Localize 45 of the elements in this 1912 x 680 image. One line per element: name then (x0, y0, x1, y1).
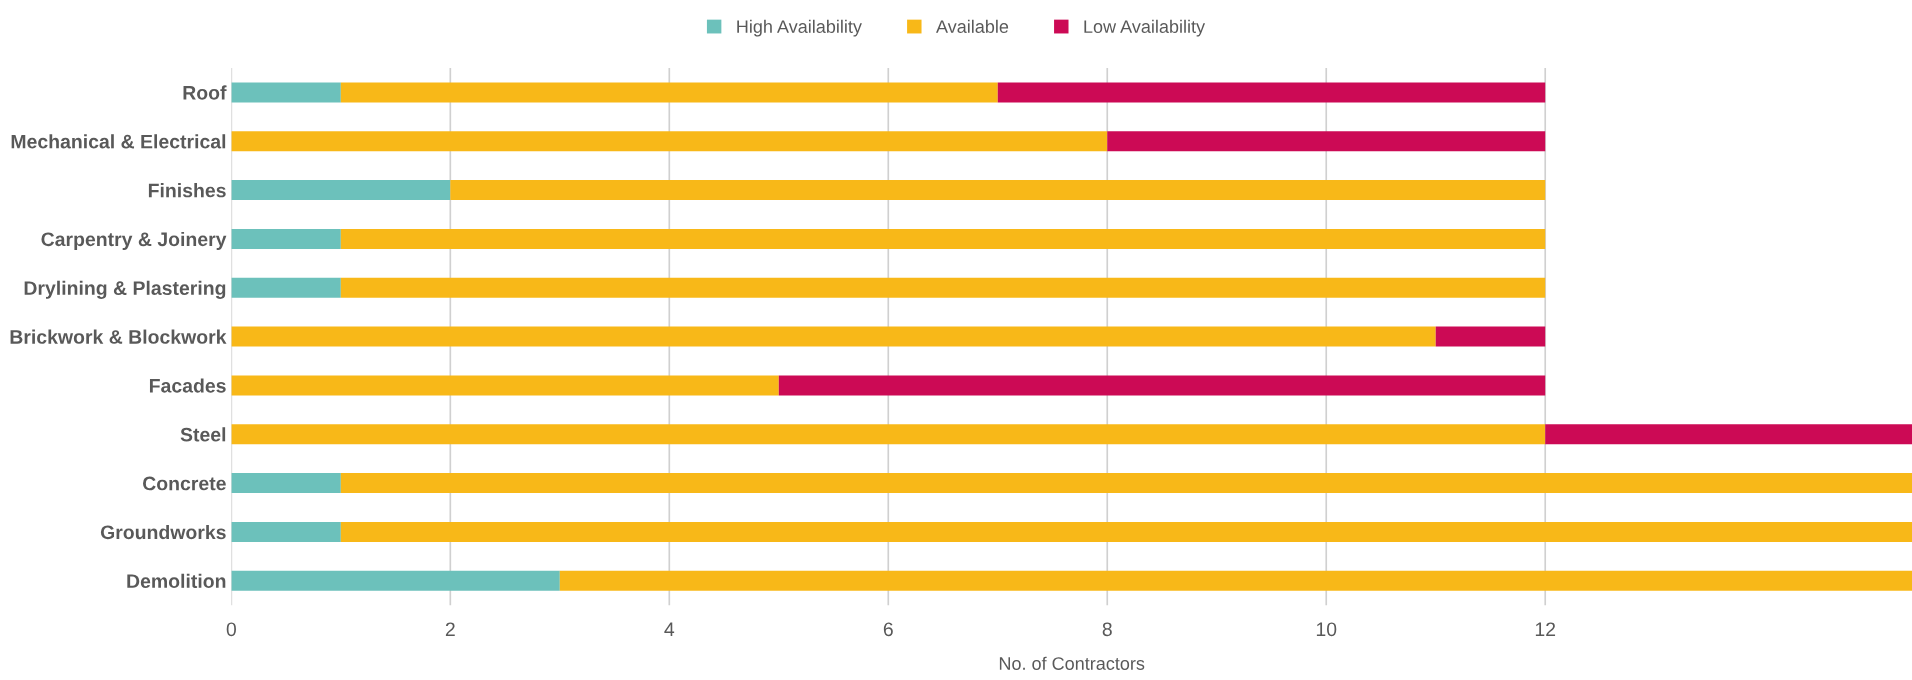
bar (231, 570, 560, 591)
bar (231, 277, 341, 298)
bar (231, 180, 451, 201)
x-tick-label: 12 (1535, 622, 1556, 636)
bar (778, 375, 1546, 396)
bar (340, 277, 1546, 298)
y-tick-label: Roof (183, 85, 227, 100)
x-tick-label: 2 (445, 622, 455, 636)
x-tick-label: 0 (226, 622, 236, 637)
bar (450, 180, 1546, 201)
y-tick-label: Demolition (127, 573, 226, 589)
bar (1545, 424, 1912, 445)
y-tick-label: Brickwork & Blockwork (10, 329, 227, 344)
bar (340, 82, 998, 103)
bar (1435, 326, 1546, 347)
legend-label: High Availability (737, 19, 862, 37)
y-tick-label: Carpentry & Joinery (41, 231, 227, 251)
y-tick-label: Mechanical & Electrical (11, 134, 226, 149)
x-axis-title: No. of Contractors (999, 656, 1145, 670)
bar (340, 521, 1912, 542)
legend-label: Low Availability (1084, 19, 1206, 37)
y-tick-label: Facades (149, 378, 226, 393)
y-tick-label: Concrete (143, 476, 226, 491)
bar (231, 131, 1108, 152)
y-tick-label: Finishes (148, 183, 226, 198)
bar (231, 326, 1436, 347)
bar (340, 473, 1912, 494)
x-tick-label: 4 (664, 622, 675, 636)
bar (231, 82, 341, 103)
bar (231, 424, 1546, 445)
bar (997, 82, 1546, 103)
legend-label: Available (936, 19, 1009, 34)
bar (231, 473, 341, 494)
bar (1107, 131, 1546, 152)
bar (231, 228, 341, 249)
bar (231, 375, 779, 396)
x-tick-label: 8 (1102, 622, 1112, 637)
bar (559, 570, 1912, 591)
y-tick-label: Steel (180, 427, 226, 442)
bar (340, 228, 1546, 249)
x-tick-label: 6 (883, 622, 893, 637)
y-tick-label: Groundworks (100, 524, 226, 540)
x-tick-label: 10 (1316, 622, 1337, 637)
y-tick-label: Drylining & Plastering (24, 280, 226, 299)
bar (231, 521, 341, 542)
